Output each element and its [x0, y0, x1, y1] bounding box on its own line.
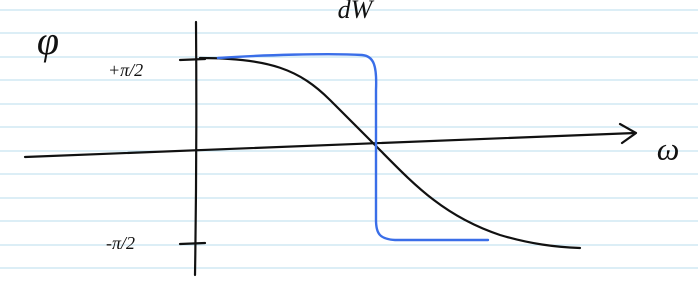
bottom-tick-label: -π/2 — [106, 233, 135, 253]
x-label: ω — [657, 130, 680, 166]
phase-curve — [200, 58, 580, 248]
bottom-tick — [180, 243, 205, 244]
paper-rules — [0, 10, 698, 268]
y-label: φ — [37, 18, 59, 63]
top-tick — [180, 59, 205, 60]
top-tick-label: +π/2 — [108, 60, 143, 80]
sketch: φ dW +π/2 -π/2 ω — [0, 0, 698, 288]
x-axis — [25, 133, 635, 157]
title: dW — [338, 0, 375, 24]
